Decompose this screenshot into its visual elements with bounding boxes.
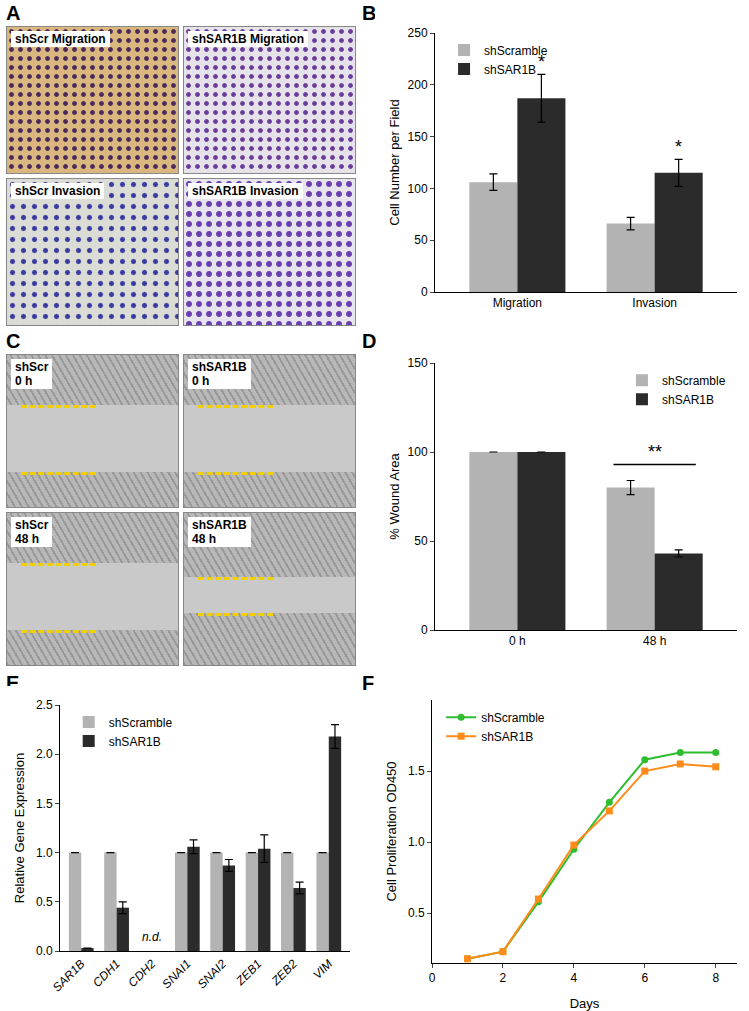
- svg-text:1.5: 1.5: [36, 797, 53, 811]
- svg-text:6: 6: [641, 971, 648, 985]
- svg-text:Relative Gene Expression: Relative Gene Expression: [12, 753, 27, 903]
- svg-text:0 h: 0 h: [509, 634, 526, 648]
- svg-text:ZEB2: ZEB2: [268, 957, 300, 989]
- html-text:shSAR1B: shSAR1B: [192, 360, 247, 374]
- svg-text:2.5: 2.5: [36, 698, 53, 712]
- svg-text:150: 150: [408, 130, 428, 144]
- html-text:48 h: 48 h: [192, 532, 216, 546]
- svg-text:100: 100: [408, 445, 428, 459]
- html-text:shSAR1B: shSAR1B: [192, 518, 247, 532]
- svg-text:VIM: VIM: [310, 957, 335, 982]
- svg-text:SAR1B: SAR1B: [50, 957, 88, 995]
- svg-text:Cell Proliferation OD450: Cell Proliferation OD450: [384, 761, 399, 901]
- html-text:shScr: shScr: [15, 518, 49, 532]
- html-text:C: C: [6, 330, 21, 352]
- svg-text:200: 200: [408, 78, 428, 92]
- svg-text:48 h: 48 h: [643, 634, 666, 648]
- svg-text:n.d.: n.d.: [142, 930, 162, 944]
- svg-text:Invasion: Invasion: [632, 296, 677, 310]
- svg-text:*: *: [538, 52, 545, 72]
- svg-text:**: **: [648, 442, 662, 462]
- svg-text:2: 2: [500, 971, 507, 985]
- html-text:48 h: 48 h: [15, 532, 39, 546]
- svg-text:ZEB1: ZEB1: [233, 957, 265, 989]
- svg-text:shScramble: shScramble: [109, 716, 173, 730]
- svg-text:8: 8: [712, 971, 719, 985]
- html-text:shSAR1B Invasion: shSAR1B Invasion: [192, 184, 299, 198]
- html-text:shScr Invasion: shScr Invasion: [15, 184, 101, 198]
- svg-text:*: *: [675, 137, 682, 157]
- svg-text:SNAI1: SNAI1: [159, 957, 193, 991]
- svg-text:1.0: 1.0: [36, 846, 53, 860]
- svg-text:% Wound Area: % Wound Area: [387, 452, 402, 539]
- html-text:0 h: 0 h: [192, 374, 210, 388]
- svg-text:shScramble: shScramble: [662, 374, 726, 388]
- html-text:F: F: [362, 672, 375, 694]
- html-text:shSAR1B Migration: shSAR1B Migration: [192, 32, 304, 46]
- svg-text:Days: Days: [570, 996, 600, 1011]
- svg-text:shSAR1B: shSAR1B: [484, 63, 536, 77]
- html-text:shScr Migration: shScr Migration: [15, 32, 106, 46]
- svg-text:shScramble: shScramble: [481, 711, 545, 725]
- svg-text:CDH1: CDH1: [90, 957, 123, 990]
- svg-text:1.5: 1.5: [408, 764, 425, 778]
- svg-text:2.0: 2.0: [36, 747, 53, 761]
- html-text:A: A: [6, 2, 21, 24]
- svg-text:shScramble: shScramble: [484, 44, 548, 58]
- svg-text:0: 0: [429, 971, 436, 985]
- svg-text:shSAR1B: shSAR1B: [662, 393, 714, 407]
- html-text:shScr: shScr: [15, 360, 49, 374]
- svg-text:100: 100: [408, 182, 428, 196]
- html-text:D: D: [362, 330, 377, 352]
- svg-text:0: 0: [421, 285, 428, 299]
- svg-text:SNAI2: SNAI2: [195, 957, 230, 992]
- html-text:E: E: [6, 672, 20, 694]
- svg-text:shSAR1B: shSAR1B: [109, 735, 161, 749]
- svg-text:0.5: 0.5: [408, 906, 425, 920]
- svg-text:50: 50: [414, 233, 428, 247]
- html-text:B: B: [362, 2, 377, 24]
- html-text:0 h: 0 h: [15, 374, 33, 388]
- svg-text:0: 0: [421, 623, 428, 637]
- svg-text:50: 50: [414, 534, 428, 548]
- svg-text:Migration: Migration: [493, 296, 542, 310]
- svg-text:250: 250: [408, 26, 428, 40]
- svg-text:CDH2: CDH2: [125, 957, 158, 990]
- svg-text:150: 150: [408, 356, 428, 370]
- svg-text:0.5: 0.5: [36, 895, 53, 909]
- svg-text:shSAR1B: shSAR1B: [481, 730, 533, 744]
- svg-text:1.0: 1.0: [408, 835, 425, 849]
- svg-text:4: 4: [571, 971, 578, 985]
- svg-text:Cell Number per Field: Cell Number per Field: [387, 99, 402, 225]
- svg-text:0.0: 0.0: [36, 944, 53, 958]
